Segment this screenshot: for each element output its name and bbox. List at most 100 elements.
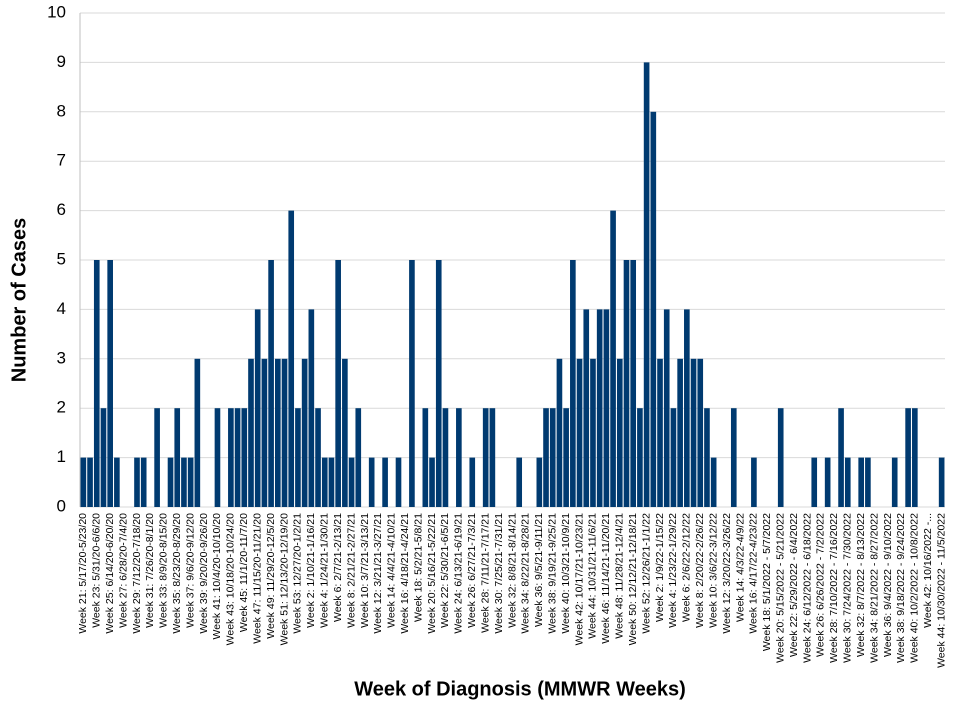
bar: [435, 260, 442, 507]
bar: [824, 457, 831, 507]
bar: [107, 260, 113, 507]
bar: [616, 358, 623, 507]
bar: [610, 210, 616, 507]
x-tick-label: Week 28: 7/10/2022 - 7/16/2022: [828, 513, 840, 663]
bar: [583, 309, 590, 507]
y-tick-label: 4: [57, 299, 66, 318]
x-tick-label: Week 52: 12/26/21-1/1/22: [640, 513, 652, 634]
bar: [938, 457, 945, 507]
bar: [288, 210, 295, 507]
x-tick-label: Week 16: 4/17/22-4/23/22: [748, 513, 760, 634]
bar: [489, 408, 496, 507]
bar: [891, 457, 898, 507]
x-tick-label: Week 38: 9/18/2022 - 9/24/2022: [895, 513, 907, 663]
bar: [187, 457, 194, 507]
x-tick-label: Week 47: 11/15/20-11/21/20: [251, 513, 263, 644]
x-tick-label: Week 39: 9/20/20-9/26/20: [198, 513, 210, 634]
bar: [844, 457, 851, 507]
x-tick-label: Week 33: 8/9/20-8/15/20: [158, 513, 170, 628]
bar: [710, 457, 717, 507]
x-tick-label: Week 42: 10/16/2022 -...: [922, 513, 934, 628]
y-tick-label: 6: [57, 200, 66, 219]
x-tick-label: Week 30: 7/24/2022 - 7/30/2022: [842, 513, 854, 663]
bar: [469, 457, 476, 507]
x-tick-label: Week 34: 8/22/21-8/28/21: [520, 513, 532, 634]
bar: [368, 457, 375, 507]
bar: [657, 358, 663, 507]
y-tick-label: 7: [57, 151, 66, 170]
bar: [194, 358, 201, 507]
x-tick-label: Week 6: 2/6/22-2/12/22: [681, 513, 693, 622]
bar: [838, 408, 844, 507]
bar: [704, 408, 710, 507]
bar: [697, 358, 704, 507]
x-tick-label: Week 26: 6/27/21-7/3/21: [466, 513, 478, 628]
x-tick-label: Week 40: 10/2/2022 - 10/8/2022: [909, 513, 921, 663]
x-tick-label: Week 16: 4/18/21-4/24/21: [399, 513, 411, 634]
bar: [254, 309, 261, 507]
x-tick-label: Week 41: 10/4/20-10/10/20: [211, 513, 223, 640]
x-tick-label: Week 2: 1/10/21-1/16/21: [305, 513, 317, 628]
x-tick-label: Week 24: 6/13/21-6/19/21: [453, 513, 465, 634]
bar: [549, 408, 556, 507]
x-tick-label: Week 50: 12/12/21-12/18/21: [627, 513, 639, 645]
bar: [422, 408, 429, 507]
bar: [482, 408, 489, 507]
x-tick-label: Week 20: 5/16/21-5/22/21: [426, 513, 438, 634]
x-tick-label: Week 37: 9/6/20-9/12/20: [184, 513, 196, 628]
bar: [663, 309, 670, 507]
x-tick-label: Week 4: 1/23/22-1/29/22: [667, 513, 679, 628]
bar: [268, 260, 274, 507]
bar: [516, 457, 523, 507]
bar: [134, 457, 140, 507]
x-tick-label: Week 31: 7/26/20-8/1/20: [144, 513, 156, 628]
x-tick-label: Week 34: 8/21/2022 - 8/27/2022: [868, 513, 880, 663]
x-tick-label: Week 18: 5/1/2022 - 5/7/2022: [761, 513, 773, 651]
x-tick-label: Week 38: 9/19/21-9/25/21: [547, 513, 559, 634]
bar: [321, 457, 328, 507]
bar: [348, 457, 355, 507]
x-tick-label: Week 51: 12/13/20-12/19/20: [278, 513, 290, 645]
bar: [409, 260, 415, 507]
bar: [536, 457, 543, 507]
bar: [274, 358, 281, 507]
bar: [556, 358, 563, 507]
y-tick-label: 8: [57, 101, 66, 120]
bar: [811, 457, 818, 507]
x-axis-title: Week of Diagnosis (MMWR Weeks): [354, 678, 686, 700]
bar: [429, 457, 435, 507]
bar: [623, 260, 630, 507]
bar: [637, 408, 643, 507]
bar: [167, 457, 174, 507]
bar: [777, 408, 784, 507]
x-tick-label: Week 42: 10/17/21-10/23/21: [573, 513, 585, 645]
bar: [677, 358, 683, 507]
x-tick-label: Week 44: 10/31/21-11/6/21: [587, 513, 599, 639]
x-tick-label: Week 21: 5/17/20-5/23/20: [77, 513, 89, 634]
x-tick-label: Week 32: 8/7/2022 - 8/13/2022: [855, 513, 867, 657]
bar: [335, 260, 341, 507]
bar: [395, 457, 402, 507]
x-tick-label: Week 49: 11/29/20-12/5/20: [265, 513, 277, 639]
bar: [248, 358, 254, 507]
bar: [630, 260, 637, 507]
bar: [301, 358, 308, 507]
bar: [456, 408, 462, 507]
bar: [154, 408, 160, 507]
x-tick-label: Week 26: 6/26/2022 - 7/2/2022: [815, 513, 827, 657]
x-tick-label: Week 22: 5/29/2022 - 6/4/2022: [788, 513, 800, 657]
bar: [295, 408, 301, 507]
bar: [261, 358, 268, 507]
bar: [912, 408, 918, 507]
bar: [80, 457, 87, 507]
x-tick-label: Week 6: 2/7/21-2/13/21: [332, 513, 344, 622]
bar: [382, 457, 388, 507]
bar: [643, 62, 650, 508]
x-tick-label: Week 40: 10/3/21-10/9/21: [560, 513, 572, 634]
bar: [315, 408, 321, 507]
bar: [114, 457, 120, 507]
bar: [650, 111, 657, 508]
bar: [543, 408, 549, 507]
x-tick-label: Week 43: 10/18/20-10/24/20: [225, 513, 237, 645]
